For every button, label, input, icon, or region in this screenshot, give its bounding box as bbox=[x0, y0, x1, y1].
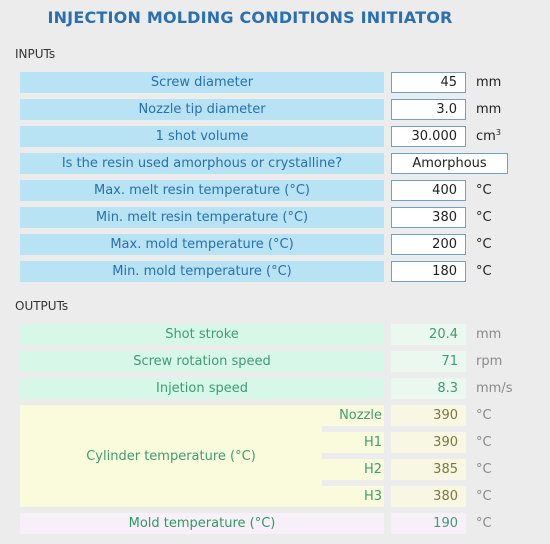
output-label: Shot stroke bbox=[20, 324, 384, 345]
min-mold-temp-input[interactable]: 180 bbox=[391, 261, 466, 282]
cylinder-temperature-block: Cylinder temperature (°C) Nozzle H1 H2 H… bbox=[20, 405, 384, 507]
unit-label: rpm bbox=[476, 354, 503, 369]
unit-text: cm bbox=[476, 129, 496, 144]
zone-divider bbox=[322, 480, 384, 486]
unit-label: °C bbox=[476, 408, 492, 423]
unit-label: °C bbox=[476, 183, 492, 198]
unit-label: mm bbox=[476, 102, 502, 117]
outputs-heading: OUTPUTs bbox=[15, 299, 69, 313]
shot-volume-input[interactable]: 30.000 bbox=[391, 126, 466, 147]
unit-label: °C bbox=[476, 462, 492, 477]
unit-label: mm bbox=[476, 75, 502, 90]
max-melt-temp-input[interactable]: 400 bbox=[391, 180, 466, 201]
cylinder-zone-h2-label: H2 bbox=[363, 462, 382, 477]
cylinder-zone-nozzle-label: Nozzle bbox=[339, 408, 382, 423]
screw-rotation-speed-value: 71 bbox=[391, 351, 466, 372]
cylinder-temperature-label: Cylinder temperature (°C) bbox=[86, 448, 256, 464]
min-melt-temp-input[interactable]: 380 bbox=[391, 207, 466, 228]
cylinder-h2-temp-value: 385 bbox=[391, 459, 466, 480]
input-label: 1 shot volume bbox=[20, 126, 384, 147]
input-label: Max. mold temperature (°C) bbox=[20, 234, 384, 255]
unit-label: °C bbox=[476, 516, 492, 531]
input-label: Min. mold temperature (°C) bbox=[20, 261, 384, 282]
unit-label: °C bbox=[476, 435, 492, 450]
output-label: Screw rotation speed bbox=[20, 351, 384, 372]
unit-label: °C bbox=[476, 489, 492, 504]
cylinder-h3-temp-value: 380 bbox=[391, 486, 466, 507]
cylinder-h1-temp-value: 390 bbox=[391, 432, 466, 453]
unit-label: °C bbox=[476, 237, 492, 252]
zone-divider bbox=[322, 453, 384, 459]
input-label: Min. melt resin temperature (°C) bbox=[20, 207, 384, 228]
unit-label: cm3 bbox=[476, 126, 501, 147]
resin-type-select[interactable]: Amorphous bbox=[391, 153, 508, 174]
input-label: Screw diameter bbox=[20, 72, 384, 93]
cylinder-zone-h1-label: H1 bbox=[363, 435, 382, 450]
mold-temperature-value: 190 bbox=[391, 513, 466, 534]
nozzle-tip-diameter-input[interactable]: 3.0 bbox=[391, 99, 466, 120]
zone-divider bbox=[322, 426, 384, 432]
inputs-heading: INPUTs bbox=[15, 47, 56, 61]
unit-label: mm bbox=[476, 327, 502, 342]
mold-temperature-label: Mold temperature (°C) bbox=[20, 513, 384, 534]
output-label: Injetion speed bbox=[20, 378, 384, 399]
cylinder-nozzle-temp-value: 390 bbox=[391, 405, 466, 426]
input-label: Is the resin used amorphous or crystalli… bbox=[20, 153, 384, 174]
unit-label: mm/s bbox=[476, 381, 513, 396]
input-label: Nozzle tip diameter bbox=[20, 99, 384, 120]
unit-label: °C bbox=[476, 210, 492, 225]
max-mold-temp-input[interactable]: 200 bbox=[391, 234, 466, 255]
shot-stroke-value: 20.4 bbox=[391, 324, 466, 345]
screw-diameter-input[interactable]: 45 bbox=[391, 72, 466, 93]
unit-superscript: 3 bbox=[495, 128, 501, 137]
input-label: Max. melt resin temperature (°C) bbox=[20, 180, 384, 201]
cylinder-zone-h3-label: H3 bbox=[363, 489, 382, 504]
injection-speed-value: 8.3 bbox=[391, 378, 466, 399]
unit-label: °C bbox=[476, 264, 492, 279]
page-title: INJECTION MOLDING CONDITIONS INITIATOR bbox=[47, 8, 453, 27]
